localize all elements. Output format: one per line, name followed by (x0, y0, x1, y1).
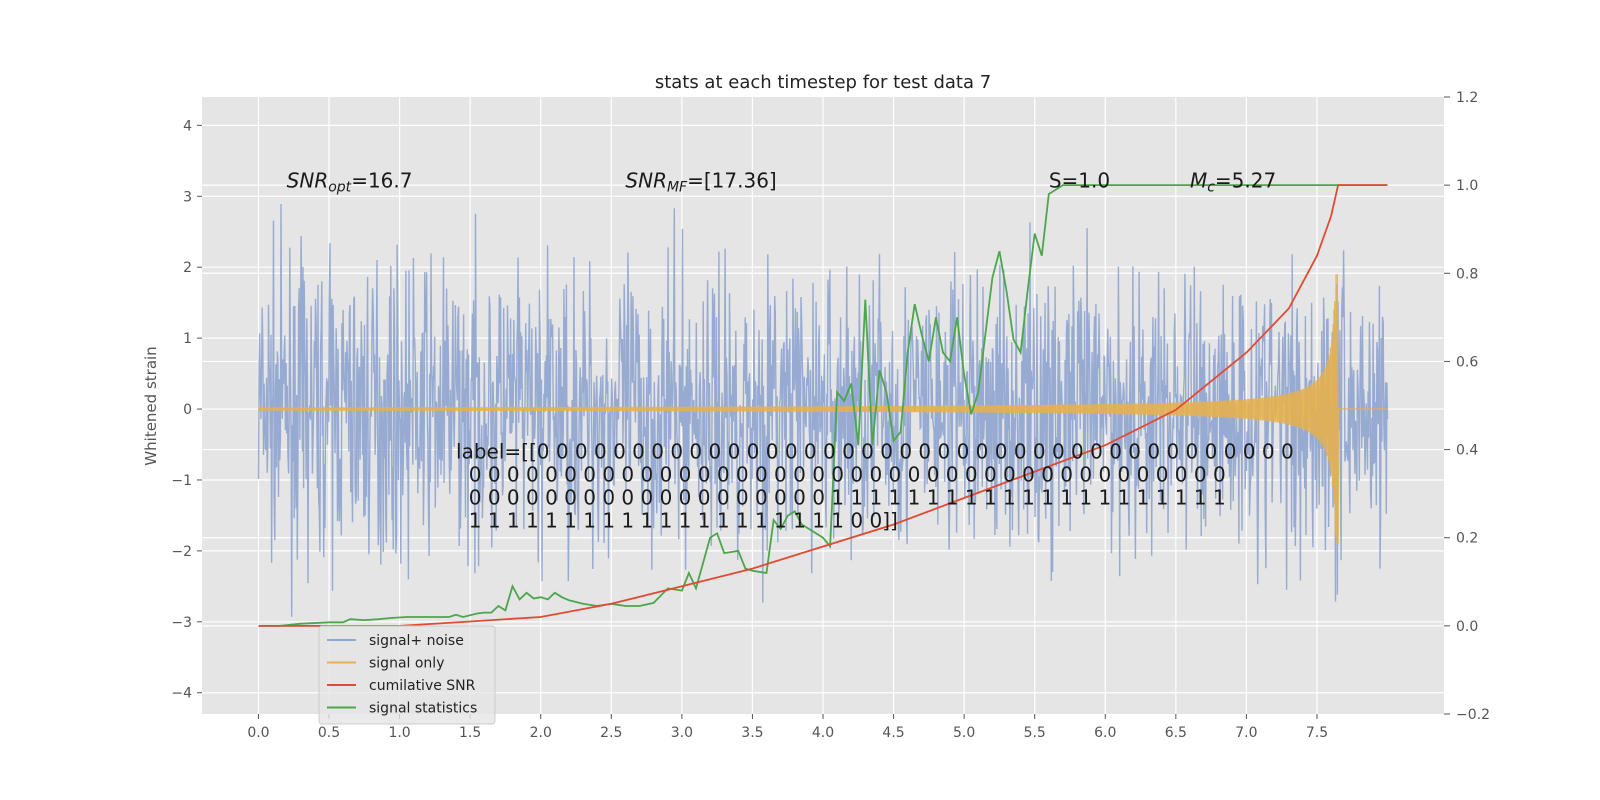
x-tick-label: 1.5 (459, 725, 481, 741)
legend-label: signal+ noise (369, 633, 464, 649)
x-tick-label: 0.5 (318, 725, 340, 741)
signal-only-series (257, 274, 1388, 544)
x-tick-label: 7.5 (1306, 725, 1328, 741)
label-line: 0 0 0 0 0 0 0 0 0 0 0 0 0 0 0 0 0 0 0 1 … (456, 486, 1226, 510)
y2-tick-label: 0.2 (1456, 531, 1478, 547)
y2-tick-label: 1.0 (1456, 178, 1478, 194)
x-tick-label: 6.0 (1094, 725, 1116, 741)
stat-annotation: S=1.0 (1049, 169, 1110, 193)
y-tick-label: 4 (183, 118, 192, 134)
legend-label: signal statistics (369, 701, 477, 717)
y-axis-label: Whitened strain (142, 346, 160, 465)
x-tick-label: 3.5 (741, 725, 763, 741)
x-tick-label: 1.0 (388, 725, 410, 741)
y-tick-label: −2 (171, 544, 192, 560)
x-tick-label: 5.0 (953, 725, 975, 741)
cumulative-snr-line (258, 184, 1388, 627)
y-tick-label: 1 (183, 331, 192, 347)
y2-tick-label: 0.4 (1456, 443, 1478, 459)
y2-tick-label: −0.2 (1456, 707, 1490, 723)
x-tick-label: 0.0 (247, 725, 269, 741)
stat-annotation: Mc=5.27 (1190, 169, 1276, 196)
label-text-block: label=[[0 0 0 0 0 0 0 0 0 0 0 0 0 0 0 0 … (456, 440, 1294, 533)
label-line: label=[[0 0 0 0 0 0 0 0 0 0 0 0 0 0 0 0 … (456, 440, 1294, 464)
x-tick-label: 4.0 (812, 725, 834, 741)
stat-annotation: SNRopt=16.7 (287, 169, 413, 196)
legend-label: cumilative SNR (369, 678, 476, 694)
x-tick-label: 5.5 (1024, 725, 1046, 741)
annotations: SNRopt=16.7 SNRMF=[17.36] S=1.0 Mc=5.27 (287, 169, 1277, 196)
y-tick-label: −4 (171, 686, 192, 702)
stat-annotation: SNRMF=[17.36] (625, 169, 776, 196)
chart-title: stats at each timestep for test data 7 (655, 72, 991, 93)
y2-tick-label: 0.6 (1456, 354, 1478, 370)
y2-tick-label: 0.0 (1456, 619, 1478, 635)
axes: 0.0 0.5 1.0 1.5 2.0 2.5 3.0 3.5 4.0 4.5 5.0 5.5 6.0 6… (171, 90, 1490, 741)
statistic-lines (258, 184, 1388, 627)
x-tick-label: 4.5 (882, 725, 904, 741)
legend-label: signal only (369, 656, 444, 672)
y-tick-label: −3 (171, 615, 192, 631)
x-tick-label: 3.0 (671, 725, 693, 741)
y-tick-label: 2 (183, 260, 192, 276)
y-tick-label: −1 (171, 473, 192, 489)
x-tick-label: 2.5 (600, 725, 622, 741)
y2-tick-label: 0.8 (1456, 266, 1478, 282)
legend-box (318, 625, 496, 725)
y2-tick-label: 1.2 (1456, 90, 1478, 106)
label-line: 0 0 0 0 0 0 0 0 0 0 0 0 0 0 0 0 0 0 0 0 … (456, 463, 1226, 487)
x-tick-label: 2.0 (530, 725, 552, 741)
signal-only-line (257, 274, 1388, 544)
x-tick-label: 6.5 (1165, 725, 1187, 741)
label-line: 1 1 1 1 1 1 1 1 1 1 1 1 1 1 1 1 1 1 1 1 … (456, 509, 898, 533)
x-tick-label: 7.0 (1235, 725, 1257, 741)
signal-statistics-line (258, 184, 1388, 627)
y-tick-label: 3 (183, 189, 192, 205)
legend: signal+ noise signal only cumilative SNR si… (318, 625, 496, 725)
y-tick-label: 0 (183, 402, 192, 418)
